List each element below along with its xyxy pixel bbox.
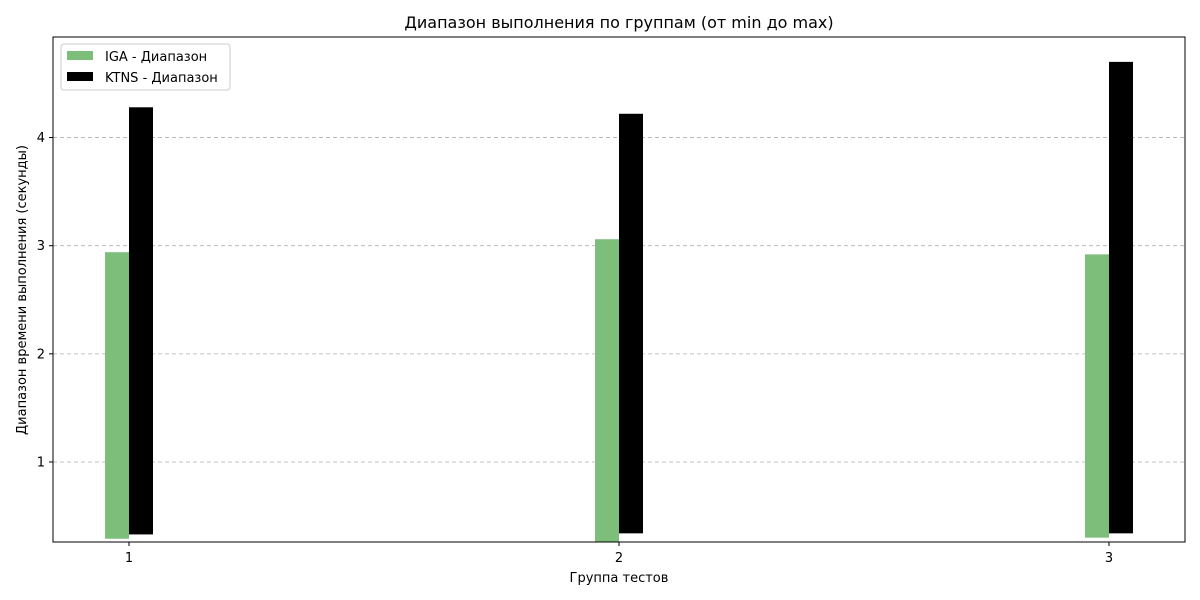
legend-swatch-ktns: [67, 72, 93, 81]
x-tick-label: 3: [1105, 551, 1113, 566]
y-axis-label: Диапазон времени выполнения (секунды): [15, 145, 30, 435]
x-tick-label: 2: [615, 551, 623, 566]
x-axis: 1 2 3: [125, 542, 1113, 566]
bar-iga-group-3: [1085, 254, 1109, 538]
legend-frame: [60, 43, 231, 91]
bar-ktns-group-3: [1109, 61, 1133, 534]
y-tick-label: 3: [37, 239, 45, 254]
y-tick-label: 1: [37, 455, 45, 470]
x-axis-label: Группа тестов: [570, 571, 669, 586]
legend-label-ktns: KTNS - Диапазон: [105, 71, 218, 86]
bar-iga-group-2: [595, 239, 619, 542]
legend-label-iga: IGA - Диапазон: [105, 50, 207, 65]
bar-ktns-group-2: [619, 113, 643, 534]
y-axis: 1 2 3 4: [37, 131, 53, 470]
bars: [105, 61, 1133, 542]
bar-iga-group-1: [105, 252, 129, 539]
x-tick-label: 1: [125, 551, 133, 566]
y-tick-label: 4: [37, 131, 45, 146]
bar-ktns-group-1: [129, 107, 153, 535]
y-tick-label: 2: [37, 347, 45, 362]
legend: IGA - Диапазон KTNS - Диапазон: [60, 43, 231, 91]
legend-swatch-iga: [67, 51, 93, 60]
chart-title: Диапазон выполнения по группам (от min д…: [404, 13, 833, 32]
